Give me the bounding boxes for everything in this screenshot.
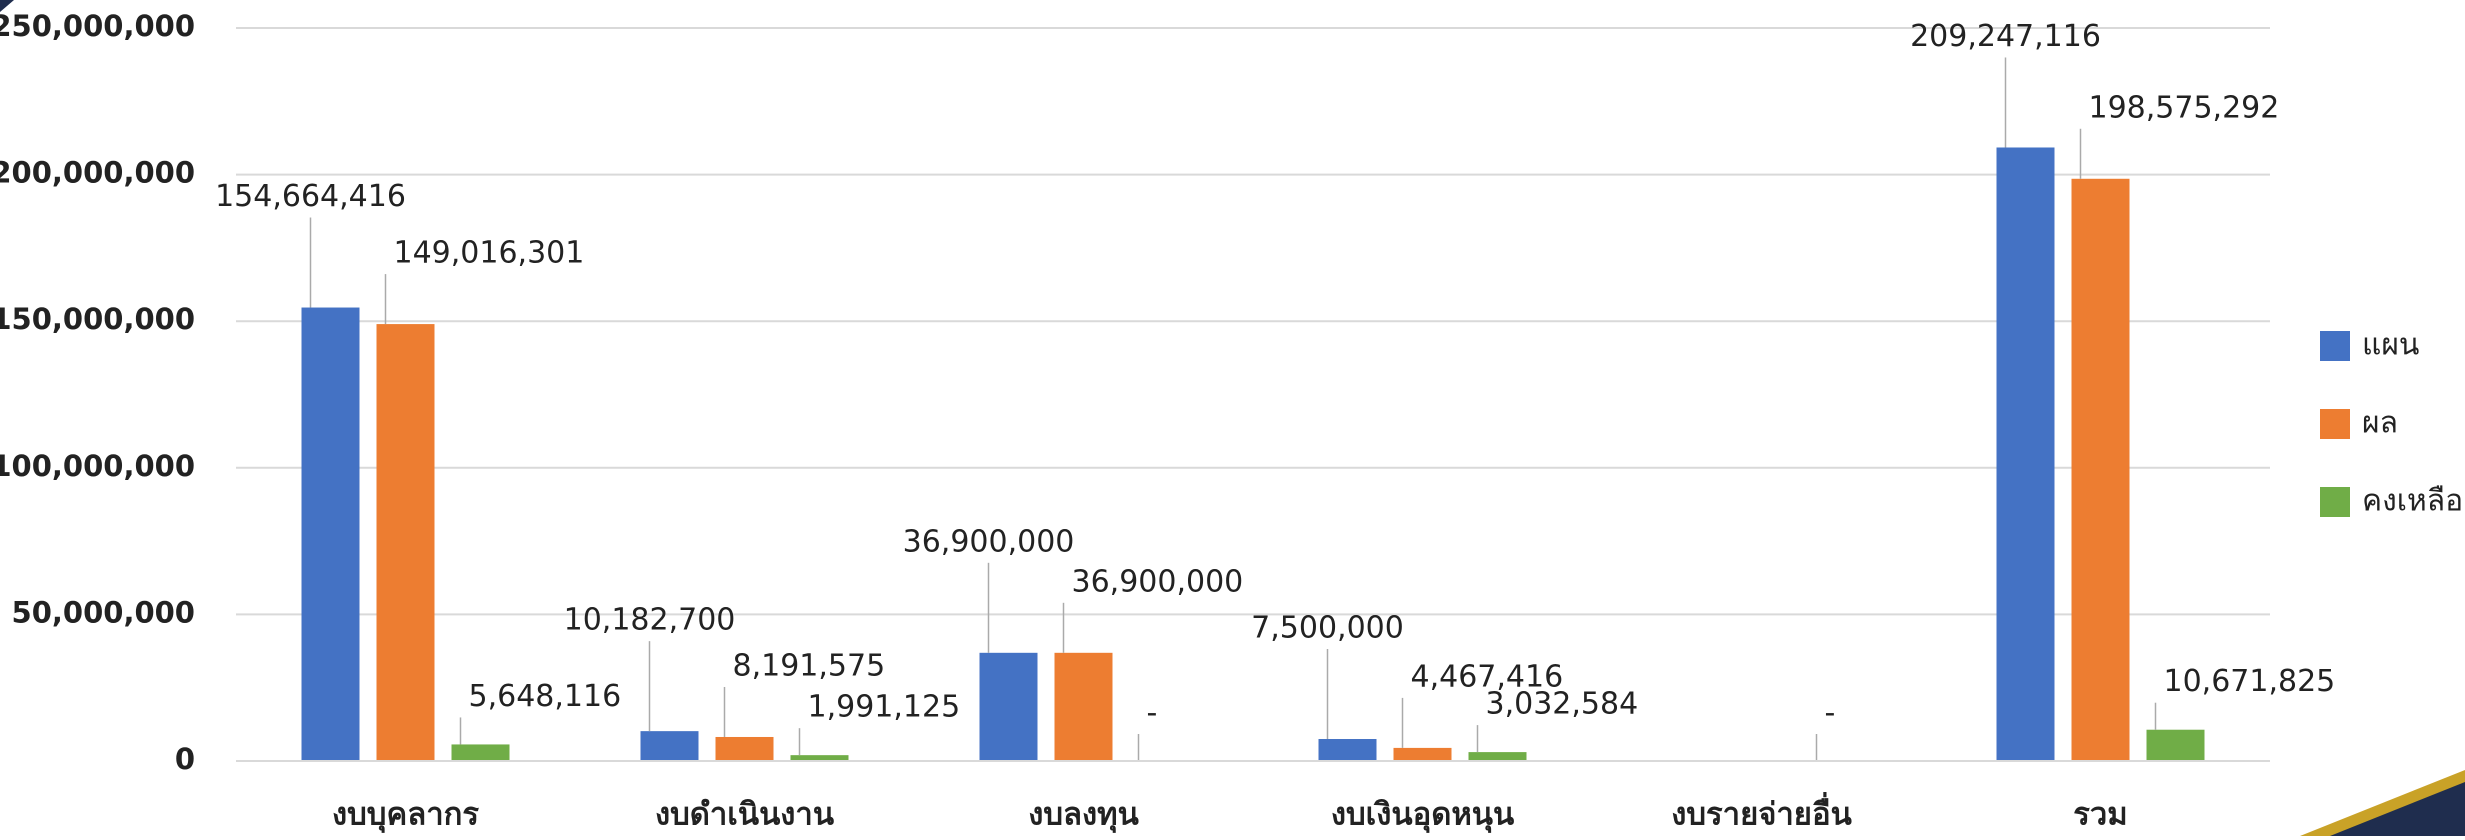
bar — [451, 744, 510, 761]
corner-decoration — [0, 0, 14, 12]
bar — [1468, 752, 1527, 761]
bar — [1054, 652, 1113, 761]
data-label: 149,016,301 — [394, 236, 585, 271]
legend-label: ผล — [2362, 406, 2398, 441]
data-label: - — [1825, 696, 1836, 731]
y-tick-label: 50,000,000 — [12, 595, 195, 629]
data-label: 4,467,416 — [1411, 659, 1564, 694]
x-tick-label: งบบุคลากร — [332, 797, 479, 834]
bar — [2071, 178, 2130, 762]
data-label: 36,900,000 — [1072, 564, 1244, 599]
legend-swatch — [2320, 331, 2350, 361]
bar — [1996, 147, 2055, 762]
legend-label: แผน — [2362, 328, 2419, 363]
x-tick-label: งบดำเนินงาน — [655, 797, 834, 833]
data-label: 209,247,116 — [1910, 19, 2101, 54]
legend-label: คงเหลือ — [2362, 484, 2463, 519]
bar — [376, 324, 435, 761]
data-label: 10,671,825 — [2164, 664, 2336, 699]
bar — [301, 307, 360, 761]
bar — [979, 652, 1038, 761]
data-label: 154,664,416 — [215, 179, 406, 214]
x-tick-label: งบรายจ่ายอื่น — [1671, 792, 1852, 833]
x-tick-label: รวม — [2073, 797, 2128, 833]
corner-decoration — [2330, 782, 2465, 836]
data-label: - — [1147, 696, 1158, 731]
data-label: 198,575,292 — [2089, 90, 2280, 125]
data-label: 3,032,584 — [1486, 687, 1639, 722]
y-tick-label: 200,000,000 — [0, 156, 195, 190]
data-label: 10,182,700 — [564, 603, 736, 638]
y-tick-label: 250,000,000 — [0, 9, 195, 43]
bar — [640, 731, 699, 761]
y-tick-label: 0 — [175, 742, 195, 776]
bar — [715, 736, 774, 761]
data-label: 7,500,000 — [1251, 611, 1404, 646]
legend-swatch — [2320, 409, 2350, 439]
bar — [2146, 729, 2205, 761]
bar — [790, 755, 849, 761]
bar — [1318, 739, 1377, 761]
y-tick-label: 150,000,000 — [0, 302, 195, 336]
data-label: 5,648,116 — [469, 679, 622, 714]
data-label: 1,991,125 — [808, 690, 961, 725]
x-tick-label: งบเงินอุดหนุน — [1331, 797, 1514, 834]
legend-swatch — [2320, 487, 2350, 517]
bar — [1393, 747, 1452, 761]
data-label: 8,191,575 — [733, 648, 886, 683]
data-label: 36,900,000 — [903, 524, 1075, 559]
y-tick-label: 100,000,000 — [0, 449, 195, 483]
x-tick-label: งบลงทุน — [1028, 797, 1139, 834]
